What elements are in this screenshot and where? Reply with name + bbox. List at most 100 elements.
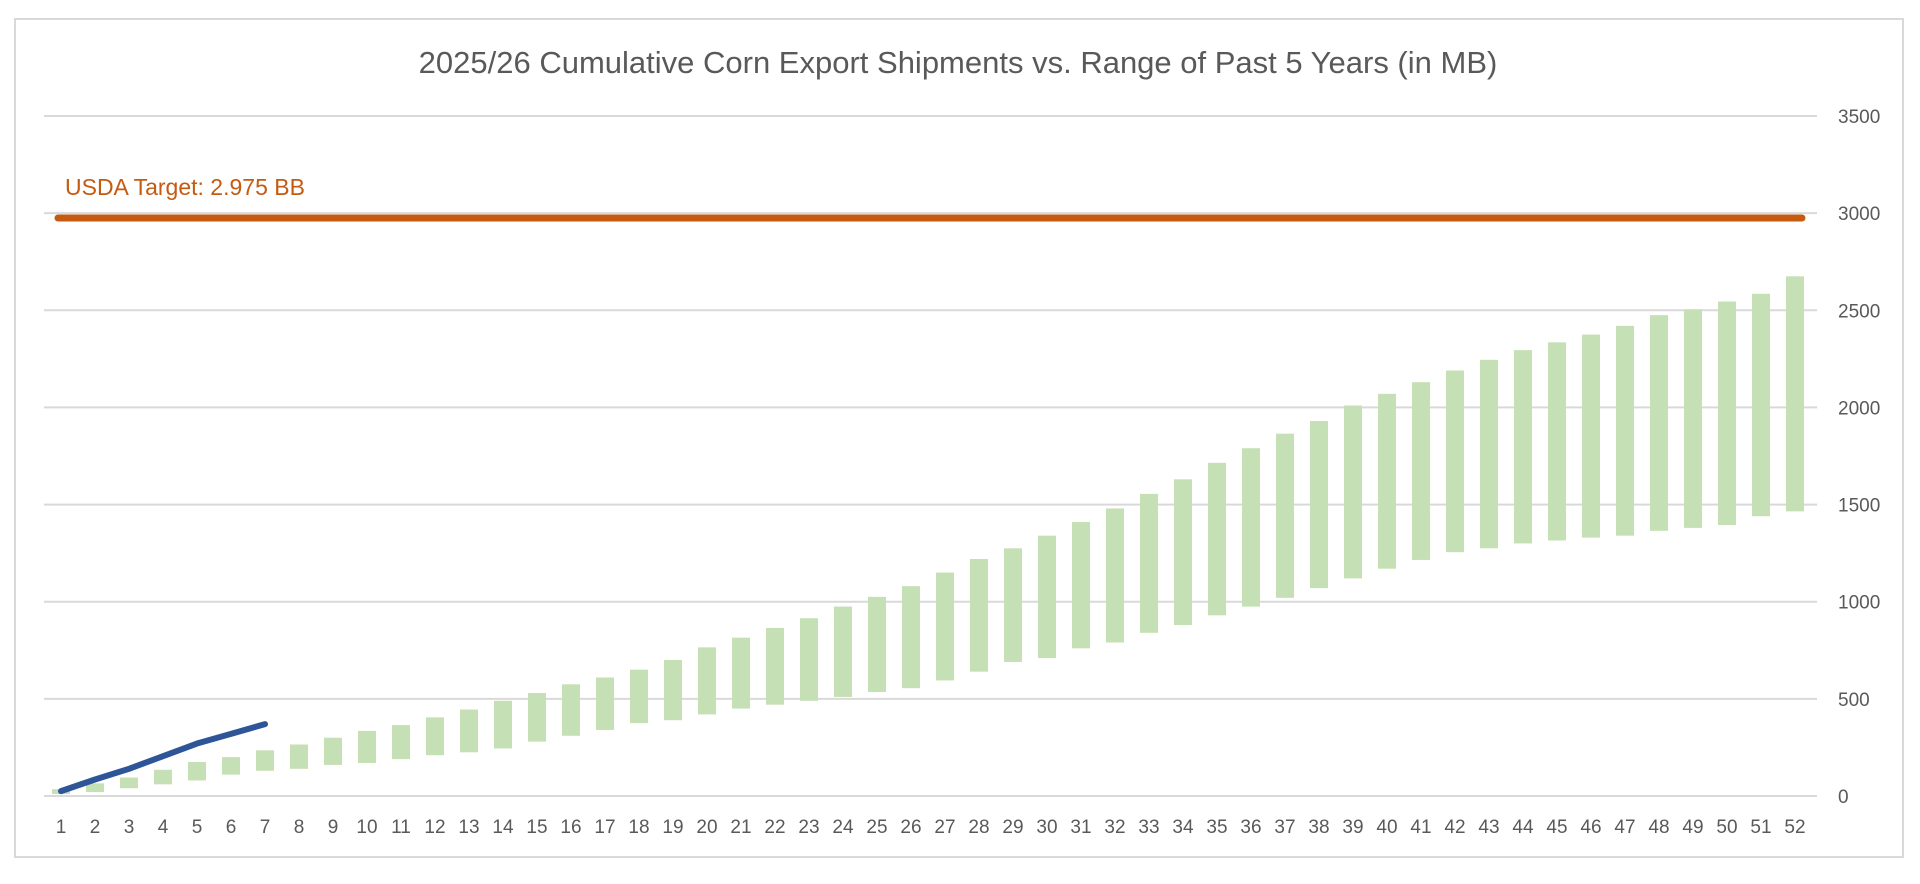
range-bar <box>86 783 104 793</box>
x-tick-label: 4 <box>158 817 169 838</box>
range-bar <box>290 744 308 769</box>
x-tick-label: 21 <box>730 817 751 838</box>
usda-target-line-group: USDA Target: 2.975 BB <box>54 174 1806 222</box>
x-tick-label: 17 <box>594 817 615 838</box>
usda-target-label: USDA Target: 2.975 BB <box>65 174 305 200</box>
x-tick-label: 6 <box>226 817 237 838</box>
x-tick-label: 46 <box>1580 817 1601 838</box>
range-bar <box>1786 276 1804 512</box>
range-bar <box>1582 334 1600 538</box>
range-bar <box>596 677 614 730</box>
range-bar <box>1140 493 1158 633</box>
x-tick-label: 43 <box>1478 817 1499 838</box>
x-tick-label: 30 <box>1036 817 1057 838</box>
range-bar <box>1174 479 1192 626</box>
x-tick-label: 20 <box>696 817 717 838</box>
range-bar <box>1514 350 1532 544</box>
x-tick-label: 38 <box>1308 817 1329 838</box>
range-bar <box>664 660 682 721</box>
x-tick-label: 25 <box>866 817 887 838</box>
x-tick-label: 29 <box>1002 817 1023 838</box>
x-tick-label: 49 <box>1682 817 1703 838</box>
x-tick-label: 13 <box>458 817 479 838</box>
range-bar <box>1038 535 1056 659</box>
range-bar <box>188 762 206 781</box>
x-tick-label: 37 <box>1274 817 1295 838</box>
range-bar <box>1276 433 1294 598</box>
range-bar <box>1650 315 1668 531</box>
x-tick-label: 27 <box>934 817 955 838</box>
x-tick-label: 36 <box>1240 817 1261 838</box>
x-tick-label: 52 <box>1784 817 1805 838</box>
y-tick-label: 1000 <box>1838 593 1880 614</box>
x-tick-label: 26 <box>900 817 921 838</box>
range-bar <box>834 606 852 697</box>
y-tick-label: 500 <box>1838 690 1870 711</box>
range-bar <box>426 717 444 756</box>
x-tick-label: 16 <box>560 817 581 838</box>
range-bar <box>1616 325 1634 536</box>
y-tick-label: 3000 <box>1838 204 1880 225</box>
x-tick-label: 35 <box>1206 817 1227 838</box>
x-tick-label: 8 <box>294 817 305 838</box>
x-tick-label: 28 <box>968 817 989 838</box>
range-bar <box>1480 359 1498 549</box>
x-tick-label: 50 <box>1716 817 1737 838</box>
y-tick-label: 3500 <box>1838 107 1880 128</box>
x-tick-label: 44 <box>1512 817 1534 838</box>
x-tick-label: 19 <box>662 817 683 838</box>
x-axis-ticks: 1 2 3 4 5 6 7 8 9 10 11 12 13 14 15 16 17 18 19 20 21 22 23 24 2… <box>56 817 1806 838</box>
x-tick-label: 10 <box>356 817 377 838</box>
range-bar <box>1548 342 1566 541</box>
x-tick-label: 31 <box>1070 817 1091 838</box>
x-tick-label: 33 <box>1138 817 1159 838</box>
range-bar <box>902 586 920 689</box>
range-bar <box>936 572 954 681</box>
y-tick-label: 0 <box>1838 787 1849 808</box>
y-tick-label: 2500 <box>1838 301 1880 322</box>
range-bar <box>630 669 648 724</box>
x-tick-label: 5 <box>192 817 203 838</box>
range-bar <box>154 769 172 785</box>
x-tick-label: 2 <box>90 817 101 838</box>
x-tick-label: 47 <box>1614 817 1635 838</box>
x-tick-label: 48 <box>1648 817 1669 838</box>
range-bar <box>1106 508 1124 643</box>
range-bar <box>1344 405 1362 579</box>
x-tick-label: 24 <box>832 817 854 838</box>
x-tick-label: 41 <box>1410 817 1431 838</box>
range-bar <box>1378 393 1396 569</box>
x-tick-label: 9 <box>328 817 339 838</box>
range-bar <box>698 647 716 715</box>
y-tick-label: 2000 <box>1838 398 1880 419</box>
range-bar <box>1684 309 1702 528</box>
range-bar <box>732 637 750 709</box>
y-tick-label: 1500 <box>1838 496 1880 517</box>
range-bar <box>460 709 478 753</box>
range-bar <box>120 777 138 789</box>
x-tick-label: 45 <box>1546 817 1567 838</box>
range-bar <box>970 558 988 672</box>
range-bar <box>358 730 376 763</box>
x-tick-label: 22 <box>764 817 785 838</box>
current-year-line <box>58 721 268 795</box>
x-tick-label: 18 <box>628 817 649 838</box>
x-tick-label: 51 <box>1750 817 1771 838</box>
range-bar <box>256 750 274 771</box>
range-bar <box>1072 522 1090 649</box>
range-bar <box>1446 370 1464 553</box>
x-tick-label: 12 <box>424 817 445 838</box>
range-bar <box>392 725 410 760</box>
range-bar <box>494 700 512 749</box>
x-tick-label: 3 <box>124 817 135 838</box>
range-bar <box>1310 421 1328 589</box>
chart-title: 2025/26 Cumulative Corn Export Shipments… <box>419 45 1498 80</box>
x-tick-label: 23 <box>798 817 819 838</box>
range-bar <box>528 693 546 742</box>
range-bar <box>1004 548 1022 662</box>
x-tick-label: 39 <box>1342 817 1363 838</box>
x-tick-label: 42 <box>1444 817 1465 838</box>
x-tick-label: 7 <box>260 817 271 838</box>
range-bar <box>800 618 818 701</box>
